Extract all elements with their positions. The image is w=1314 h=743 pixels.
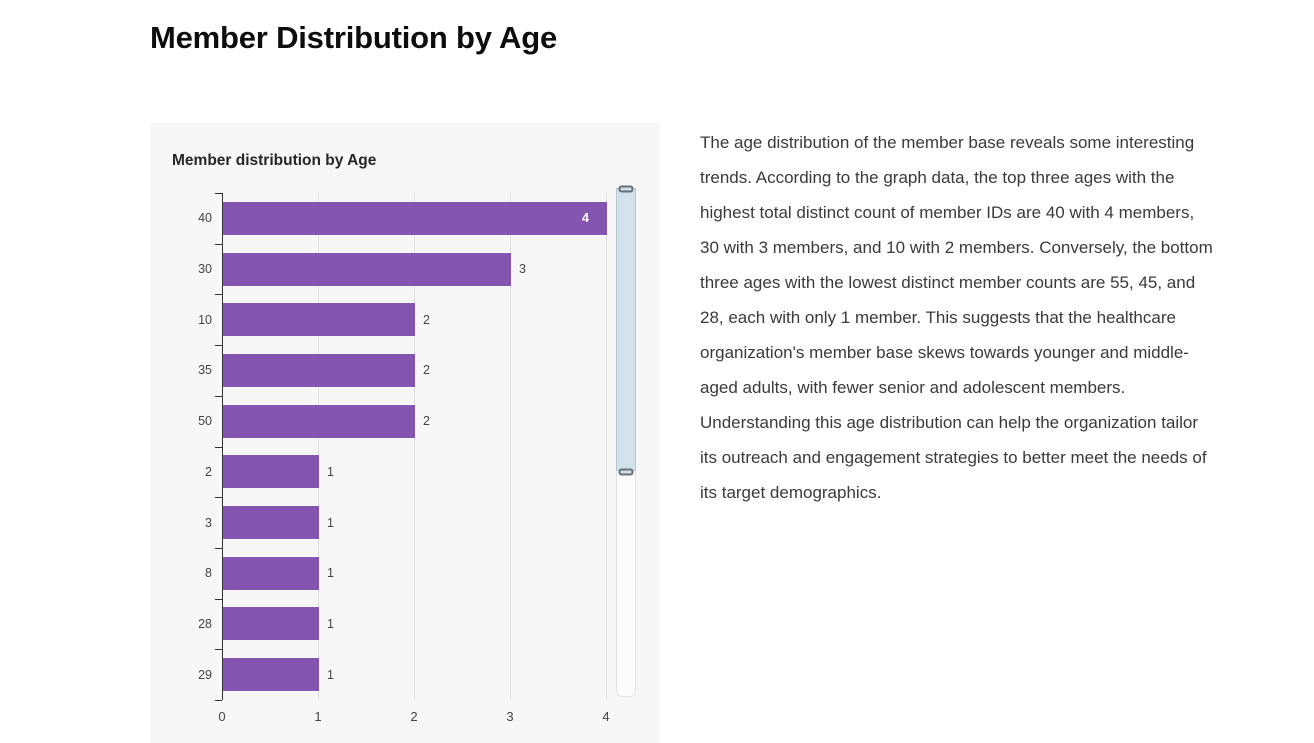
bar-value-label: 2 (423, 414, 430, 429)
y-axis-tick (215, 599, 222, 600)
bar-value-label: 1 (327, 616, 334, 631)
bar[interactable] (223, 404, 415, 438)
bar-chart-plot: 40 4 30 3 10 2 35 2 50 2 2 1 3 1 8 1 28 1 29 1 0 1 2 3 4 (198, 193, 610, 724)
gridline (318, 193, 319, 700)
chart-card: Member distribution by Age 40 4 30 3 10 2 35 2 5… (150, 123, 660, 743)
bar-value-label: 1 (327, 667, 334, 682)
bar[interactable] (223, 252, 511, 286)
y-axis-line (222, 193, 223, 700)
y-axis-tick (215, 294, 222, 295)
y-axis-label: 2 (205, 464, 212, 479)
y-axis-label: 28 (198, 616, 212, 631)
chart-title: Member distribution by Age (172, 152, 377, 169)
y-axis-label: 40 (198, 211, 212, 226)
y-axis-tick (215, 497, 222, 498)
bar-value-label: 1 (327, 515, 334, 530)
y-axis-tick (215, 649, 222, 650)
y-axis-tick (215, 193, 222, 194)
y-axis-label: 30 (198, 262, 212, 277)
y-axis-label: 50 (198, 414, 212, 429)
chart-scrollbar-track[interactable] (616, 185, 636, 697)
x-axis-label: 2 (410, 709, 418, 724)
chart-description: The age distribution of the member base … (700, 133, 1213, 502)
gridline (414, 193, 415, 700)
y-axis-tick (215, 700, 222, 701)
bar[interactable] (223, 201, 607, 235)
bar-value-label: 4 (582, 211, 589, 226)
bar-value-label: 1 (327, 566, 334, 581)
bar-value-label: 2 (423, 312, 430, 327)
x-axis-label: 1 (314, 709, 322, 724)
bar[interactable] (223, 303, 415, 337)
bar[interactable] (223, 455, 319, 489)
bar-value-label: 3 (519, 262, 526, 277)
bar-value-label: 1 (327, 464, 334, 479)
y-axis-label: 3 (205, 515, 212, 530)
page-title: Member Distribution by Age (150, 20, 558, 55)
bar[interactable] (223, 658, 319, 692)
y-axis-tick (215, 396, 222, 397)
gridline (606, 193, 607, 700)
chart-scrollbar-selection[interactable] (616, 188, 636, 471)
scrollbar-handle-top[interactable] (618, 185, 634, 193)
y-axis-label: 8 (205, 566, 212, 581)
y-axis-tick (215, 244, 222, 245)
scrollbar-handle-bottom[interactable] (618, 468, 634, 476)
y-axis-label: 35 (198, 363, 212, 378)
y-axis-tick (215, 345, 222, 346)
y-axis-label: 10 (198, 312, 212, 327)
x-axis-label: 4 (602, 709, 610, 724)
y-axis-label: 29 (198, 667, 212, 682)
y-axis-tick (215, 447, 222, 448)
gridline (510, 193, 511, 700)
bar[interactable] (223, 506, 319, 540)
y-axis-tick (215, 548, 222, 549)
bar-value-label: 2 (423, 363, 430, 378)
bar[interactable] (223, 556, 319, 590)
bar[interactable] (223, 353, 415, 387)
x-axis-label: 0 (218, 709, 226, 724)
x-axis-label: 3 (506, 709, 514, 724)
bar[interactable] (223, 607, 319, 641)
